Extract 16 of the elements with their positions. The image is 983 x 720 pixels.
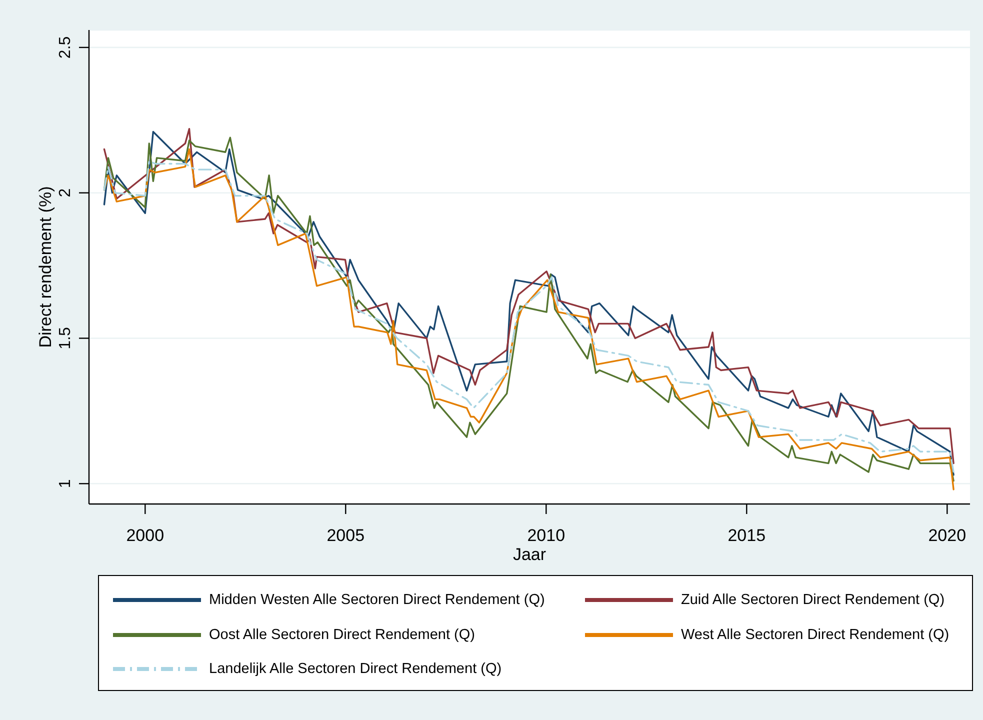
x-tick-label: 2020	[928, 526, 966, 545]
y-tick-label: 1	[57, 479, 74, 488]
x-tick-label: 2010	[527, 526, 566, 545]
y-axis-title: Direct rendement (%)	[36, 186, 55, 348]
y-tick-label: 1.5	[57, 327, 74, 350]
legend-label: Midden Westen Alle Sectoren Direct Rendement (Q)	[209, 592, 545, 608]
legend-label: Oost Alle Sectoren Direct Rendement (Q)	[209, 626, 475, 642]
x-tick-label: 2000	[126, 526, 164, 545]
legend-label: Landelijk Alle Sectoren Direct Rendement (Q)	[209, 661, 502, 677]
x-axis-title: Jaar	[512, 545, 546, 564]
y-tick-label: 2.5	[57, 36, 74, 59]
x-tick-label: 2005	[326, 526, 365, 545]
legend-label: Zuid Alle Sectoren Direct Rendement (Q)	[681, 592, 945, 608]
legend-label: West Alle Sectoren Direct Rendement (Q)	[681, 626, 950, 642]
x-tick-label: 2015	[728, 526, 766, 545]
y-tick-label: 2	[57, 188, 74, 198]
